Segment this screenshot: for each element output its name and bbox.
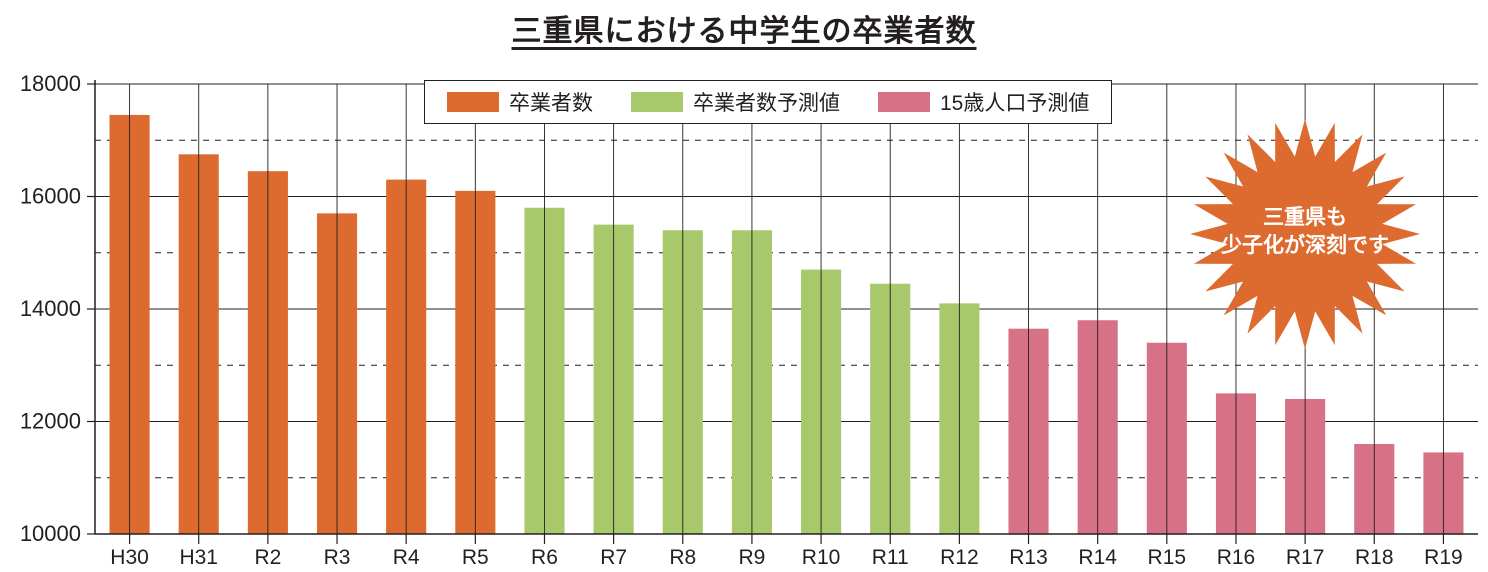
x-tick-label: R14: [1078, 546, 1117, 569]
x-tick-label: R18: [1355, 546, 1394, 569]
x-tick-label: R13: [1009, 546, 1048, 569]
x-tick-label: R10: [802, 546, 841, 569]
x-tick-label: R7: [600, 546, 627, 569]
legend-item: 卒業者数: [447, 87, 593, 117]
x-tick-label: R12: [940, 546, 979, 569]
legend-label: 卒業者数予測値: [693, 87, 840, 117]
legend-swatch: [447, 92, 499, 112]
x-tick-label: R4: [393, 546, 420, 569]
legend: 卒業者数 卒業者数予測値 15歳人口予測値: [424, 80, 1112, 124]
legend-swatch: [878, 92, 930, 112]
y-tick-label: 10000: [20, 521, 81, 546]
legend-item: 卒業者数予測値: [631, 87, 840, 117]
legend-label: 15歳人口予測値: [940, 87, 1089, 117]
y-tick-label: 12000: [20, 409, 81, 434]
x-tick-label: R17: [1286, 546, 1325, 569]
x-tick-label: R3: [324, 546, 351, 569]
y-tick-label: 14000: [20, 296, 81, 321]
chart-title: 三重県における中学生の卒業者数: [0, 6, 1488, 50]
x-tick-label: R5: [462, 546, 489, 569]
x-tick-label: R2: [254, 546, 281, 569]
x-tick-label: R9: [738, 546, 765, 569]
x-tick-label: R8: [669, 546, 696, 569]
x-tick-label: R16: [1217, 546, 1256, 569]
x-tick-label: H31: [179, 546, 218, 569]
x-tick-label: R11: [872, 546, 909, 569]
legend-swatch: [631, 92, 683, 112]
x-tick-label: R6: [531, 546, 558, 569]
x-tick-label: R19: [1424, 546, 1463, 569]
callout-text: 三重県も 少子化が深刻です: [1190, 204, 1420, 261]
y-tick-label: 18000: [20, 71, 81, 96]
x-tick-label: R15: [1148, 546, 1187, 569]
legend-label: 卒業者数: [509, 87, 593, 117]
y-tick-label: 16000: [20, 184, 81, 209]
x-tick-label: H30: [110, 546, 149, 569]
legend-item: 15歳人口予測値: [878, 87, 1089, 117]
